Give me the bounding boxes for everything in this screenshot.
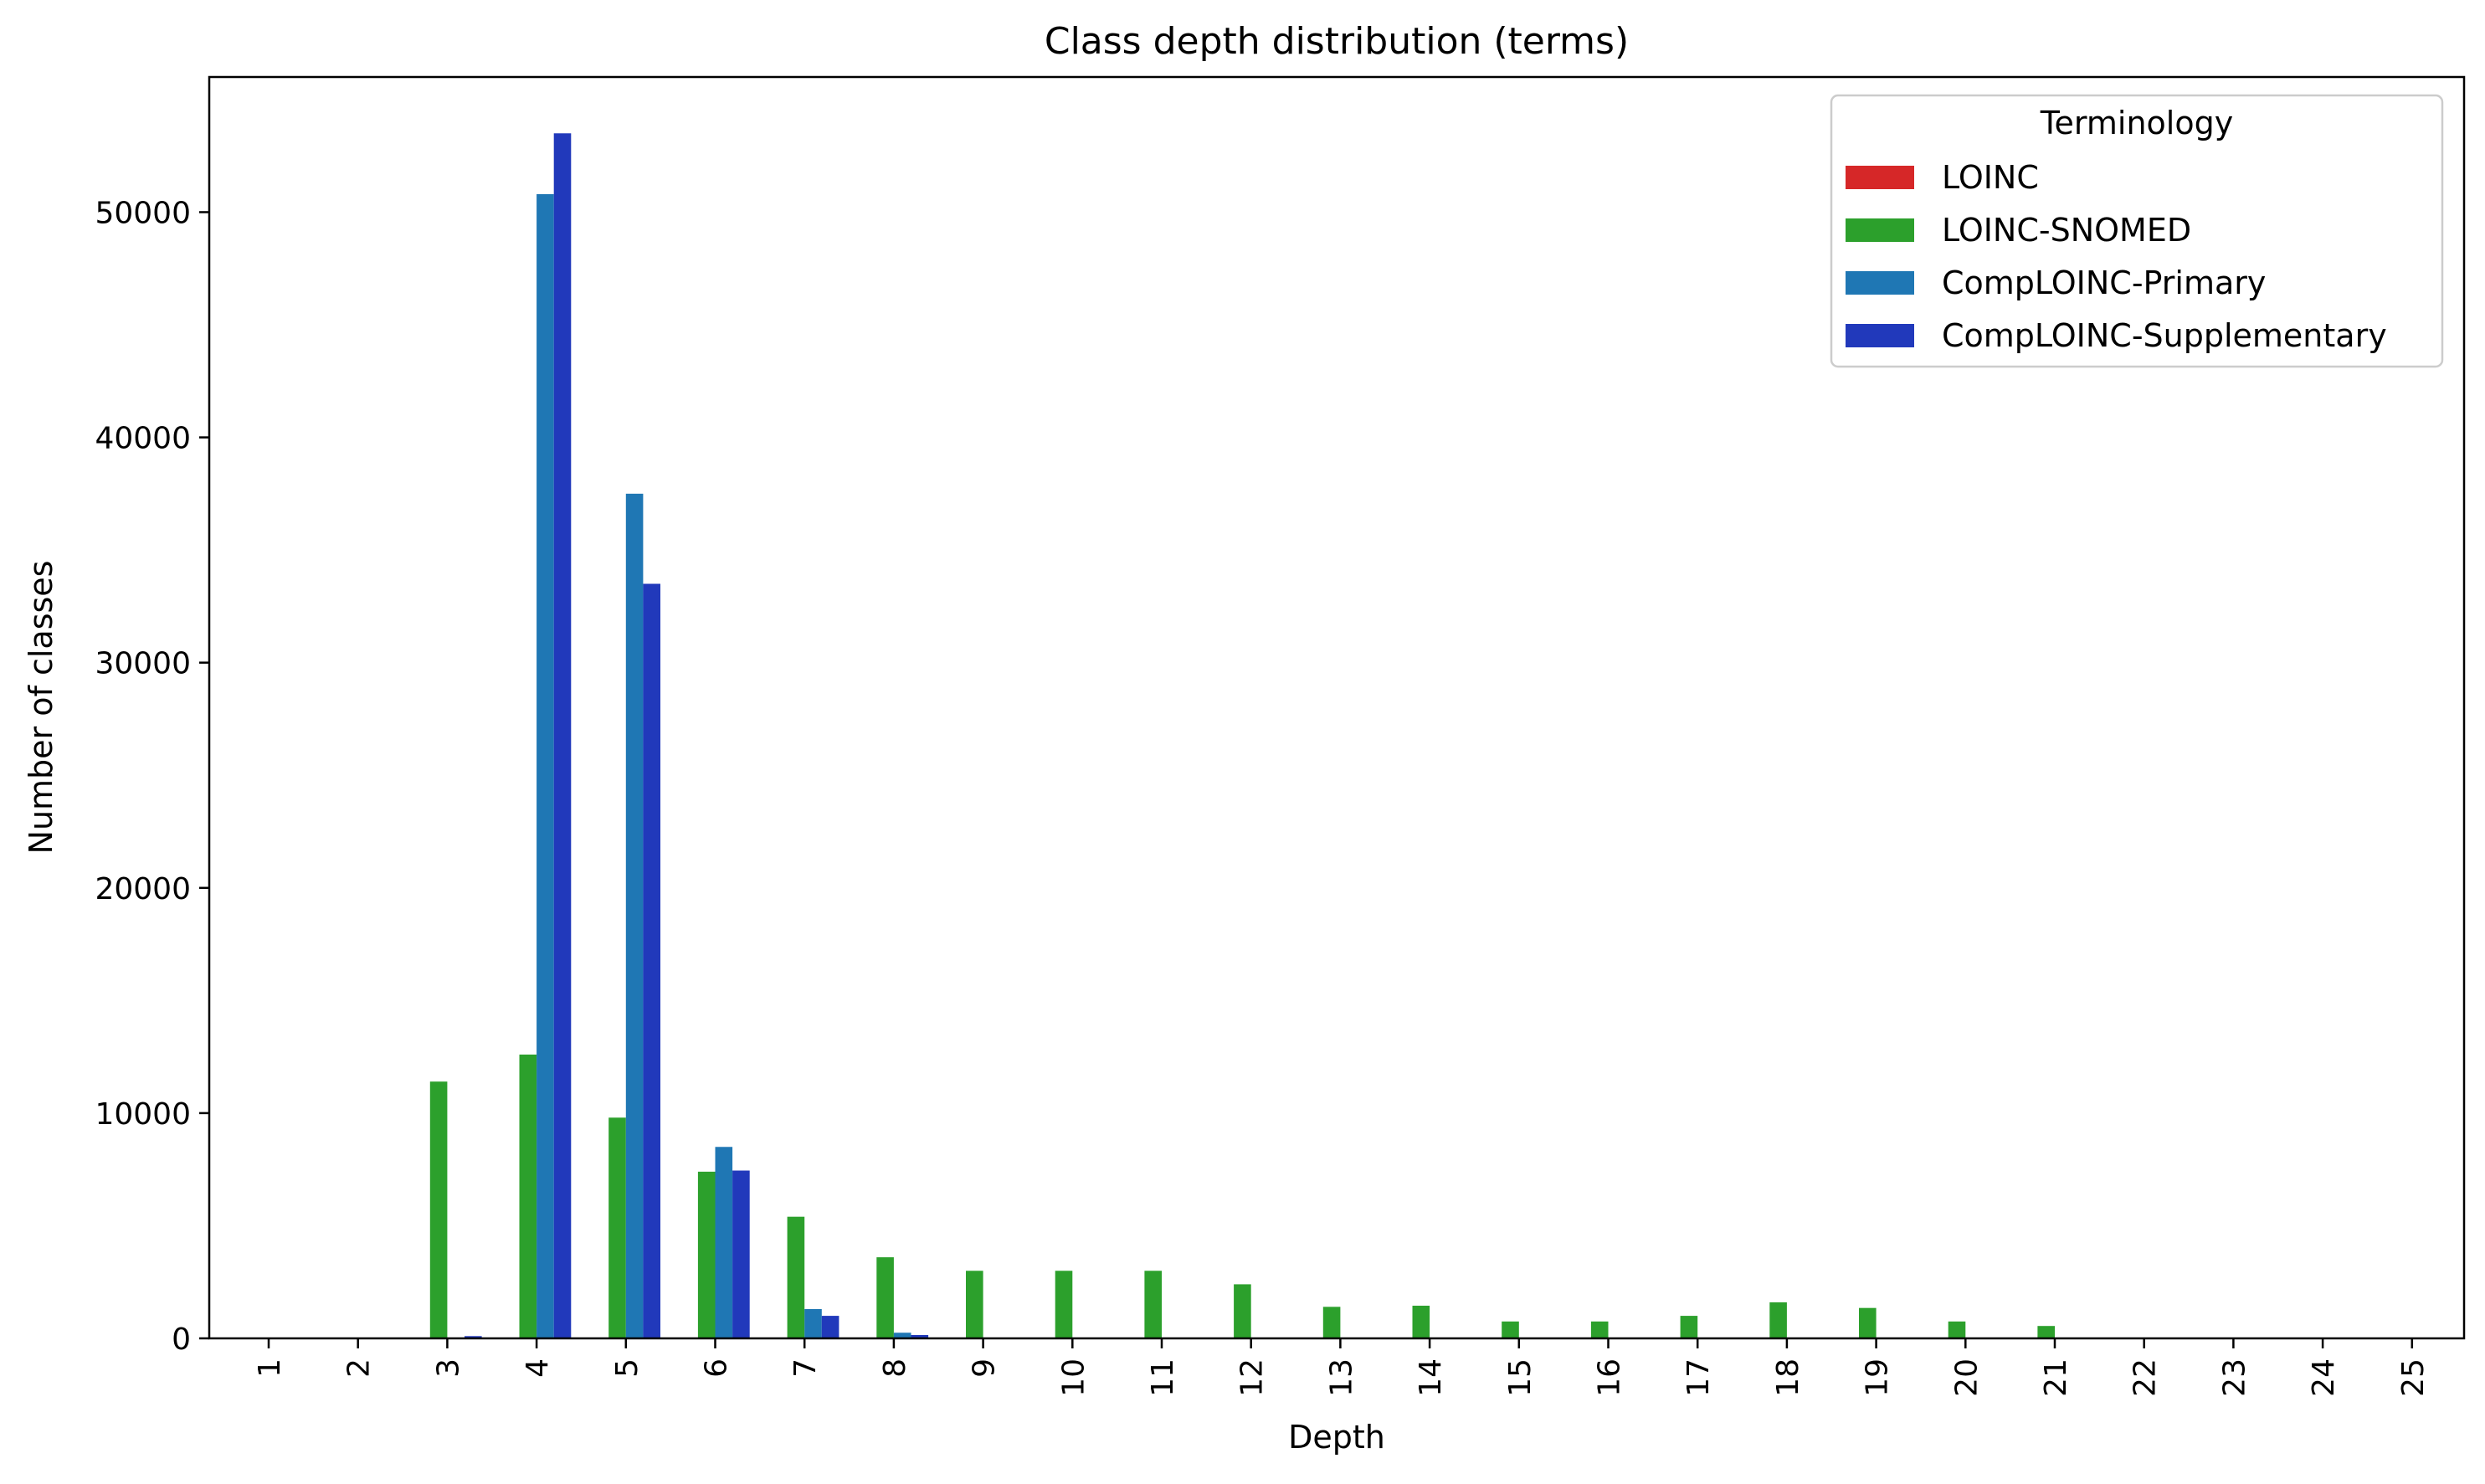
- bar-loinc-snomed-depth-18: [1769, 1302, 1787, 1338]
- bar-loinc-snomed-depth-9: [966, 1271, 983, 1338]
- bar-comploinc-primary-depth-8: [893, 1333, 911, 1338]
- y-tick-label: 40000: [95, 422, 191, 456]
- bar-comploinc-supplementary-depth-8: [911, 1334, 929, 1338]
- bar-comploinc-supplementary-depth-6: [732, 1170, 750, 1338]
- y-axis: 0 10000 20000 30000 40000 50000: [95, 196, 209, 1357]
- x-tick-label: 25: [2396, 1358, 2431, 1397]
- x-tick-label: 11: [1146, 1358, 1180, 1397]
- x-axis: 1 2 3 4 5 6 7 8 9 10 11 12 13 14 15 16 17 18 19 20 21 22 23 24 2…: [253, 1338, 2431, 1397]
- legend-swatch-loinc: [1846, 166, 1914, 189]
- bar-loinc-snomed-depth-16: [1590, 1321, 1609, 1338]
- bar-loinc-snomed-depth-3: [429, 1081, 448, 1338]
- x-tick-label: 17: [1681, 1358, 1716, 1397]
- y-tick-label: 10000: [95, 1097, 191, 1132]
- bar-loinc-snomed-depth-13: [1322, 1307, 1341, 1338]
- bar-comploinc-supplementary-depth-4: [553, 133, 572, 1338]
- bar-loinc-snomed-depth-14: [1412, 1305, 1430, 1338]
- legend-box: [1830, 94, 2444, 368]
- x-tick-label: 13: [1324, 1358, 1358, 1397]
- x-tick-label: 6: [700, 1358, 734, 1378]
- bar-loinc-snomed-depth-7: [787, 1216, 805, 1338]
- bar-comploinc-primary-depth-4: [537, 193, 554, 1339]
- bar-comploinc-supplementary-depth-3: [465, 1336, 482, 1338]
- x-tick-label: 2: [342, 1358, 377, 1378]
- bar-comploinc-supplementary-depth-5: [643, 583, 660, 1338]
- x-tick-label: 12: [1235, 1358, 1270, 1397]
- bar-comploinc-primary-depth-7: [804, 1309, 822, 1338]
- x-tick-label: 20: [1949, 1358, 1984, 1397]
- bar-loinc-snomed-depth-4: [519, 1054, 537, 1338]
- plot-frame: [208, 75, 2466, 1340]
- legend: Terminology LOINC LOINC-SNOMED CompLOINC-P…: [1830, 94, 2444, 368]
- y-tick-label: 20000: [95, 872, 191, 906]
- x-tick-label: 18: [1771, 1358, 1805, 1397]
- bar-comploinc-primary-depth-6: [715, 1147, 733, 1338]
- x-tick-label: 19: [1861, 1358, 1895, 1397]
- bar-loinc-snomed-depth-12: [1234, 1284, 1251, 1338]
- x-tick-label: 24: [2307, 1358, 2341, 1397]
- y-tick-label: 50000: [95, 196, 191, 230]
- x-tick-label: 1: [253, 1358, 287, 1378]
- legend-items: LOINC LOINC-SNOMED CompLOINC-Primary CompLO…: [1846, 159, 2387, 354]
- y-axis-label: Number of classes: [23, 561, 59, 855]
- x-axis-label: Depth: [1288, 1419, 1385, 1456]
- x-tick-label: 3: [431, 1358, 465, 1378]
- bar-loinc-snomed-depth-8: [876, 1257, 894, 1338]
- x-tick-label: 14: [1414, 1358, 1448, 1397]
- bar-loinc-snomed-depth-6: [697, 1171, 716, 1338]
- bar-loinc-snomed-depth-21: [2037, 1326, 2055, 1338]
- legend-label-comploinc-supplementary: CompLOINC-Supplementary: [1942, 317, 2387, 354]
- y-tick-label: 0: [172, 1322, 191, 1357]
- x-tick-label: 23: [2217, 1358, 2251, 1397]
- legend-swatch-loinc-snomed: [1846, 218, 1914, 242]
- bar-comploinc-supplementary-depth-7: [821, 1316, 839, 1338]
- legend-label-loinc: LOINC: [1942, 159, 2039, 196]
- bar-loinc-snomed-depth-17: [1680, 1316, 1698, 1338]
- x-tick-label: 5: [610, 1358, 644, 1378]
- bar-comploinc-primary-depth-5: [625, 493, 644, 1338]
- x-tick-label: 9: [968, 1358, 1002, 1378]
- x-tick-label: 10: [1056, 1358, 1091, 1397]
- y-tick-label: 30000: [95, 647, 191, 681]
- bars-group: [429, 133, 2055, 1339]
- legend-swatch-comploinc-supplementary: [1846, 324, 1914, 347]
- chart-title: Class depth distribution (terms): [1045, 20, 1629, 63]
- bar-loinc-snomed-depth-20: [1948, 1321, 1966, 1338]
- x-tick-label: 4: [521, 1358, 555, 1378]
- x-tick-label: 16: [1593, 1358, 1627, 1397]
- bar-loinc-snomed-depth-5: [608, 1117, 626, 1338]
- bar-loinc-snomed-depth-11: [1144, 1271, 1162, 1338]
- x-tick-label: 21: [2039, 1358, 2073, 1397]
- bar-loinc-snomed-depth-19: [1859, 1307, 1877, 1338]
- x-tick-label: 22: [2128, 1358, 2163, 1397]
- bar-loinc-snomed-depth-15: [1502, 1321, 1519, 1338]
- x-tick-label: 7: [788, 1358, 823, 1378]
- x-tick-label: 8: [878, 1358, 912, 1378]
- legend-swatch-comploinc-primary: [1846, 271, 1914, 295]
- legend-title: Terminology: [2040, 105, 2233, 141]
- bar-loinc-snomed-depth-10: [1055, 1271, 1073, 1338]
- legend-label-loinc-snomed: LOINC-SNOMED: [1942, 212, 2191, 249]
- x-tick-label: 15: [1503, 1358, 1538, 1397]
- legend-label-comploinc-primary: CompLOINC-Primary: [1942, 264, 2266, 301]
